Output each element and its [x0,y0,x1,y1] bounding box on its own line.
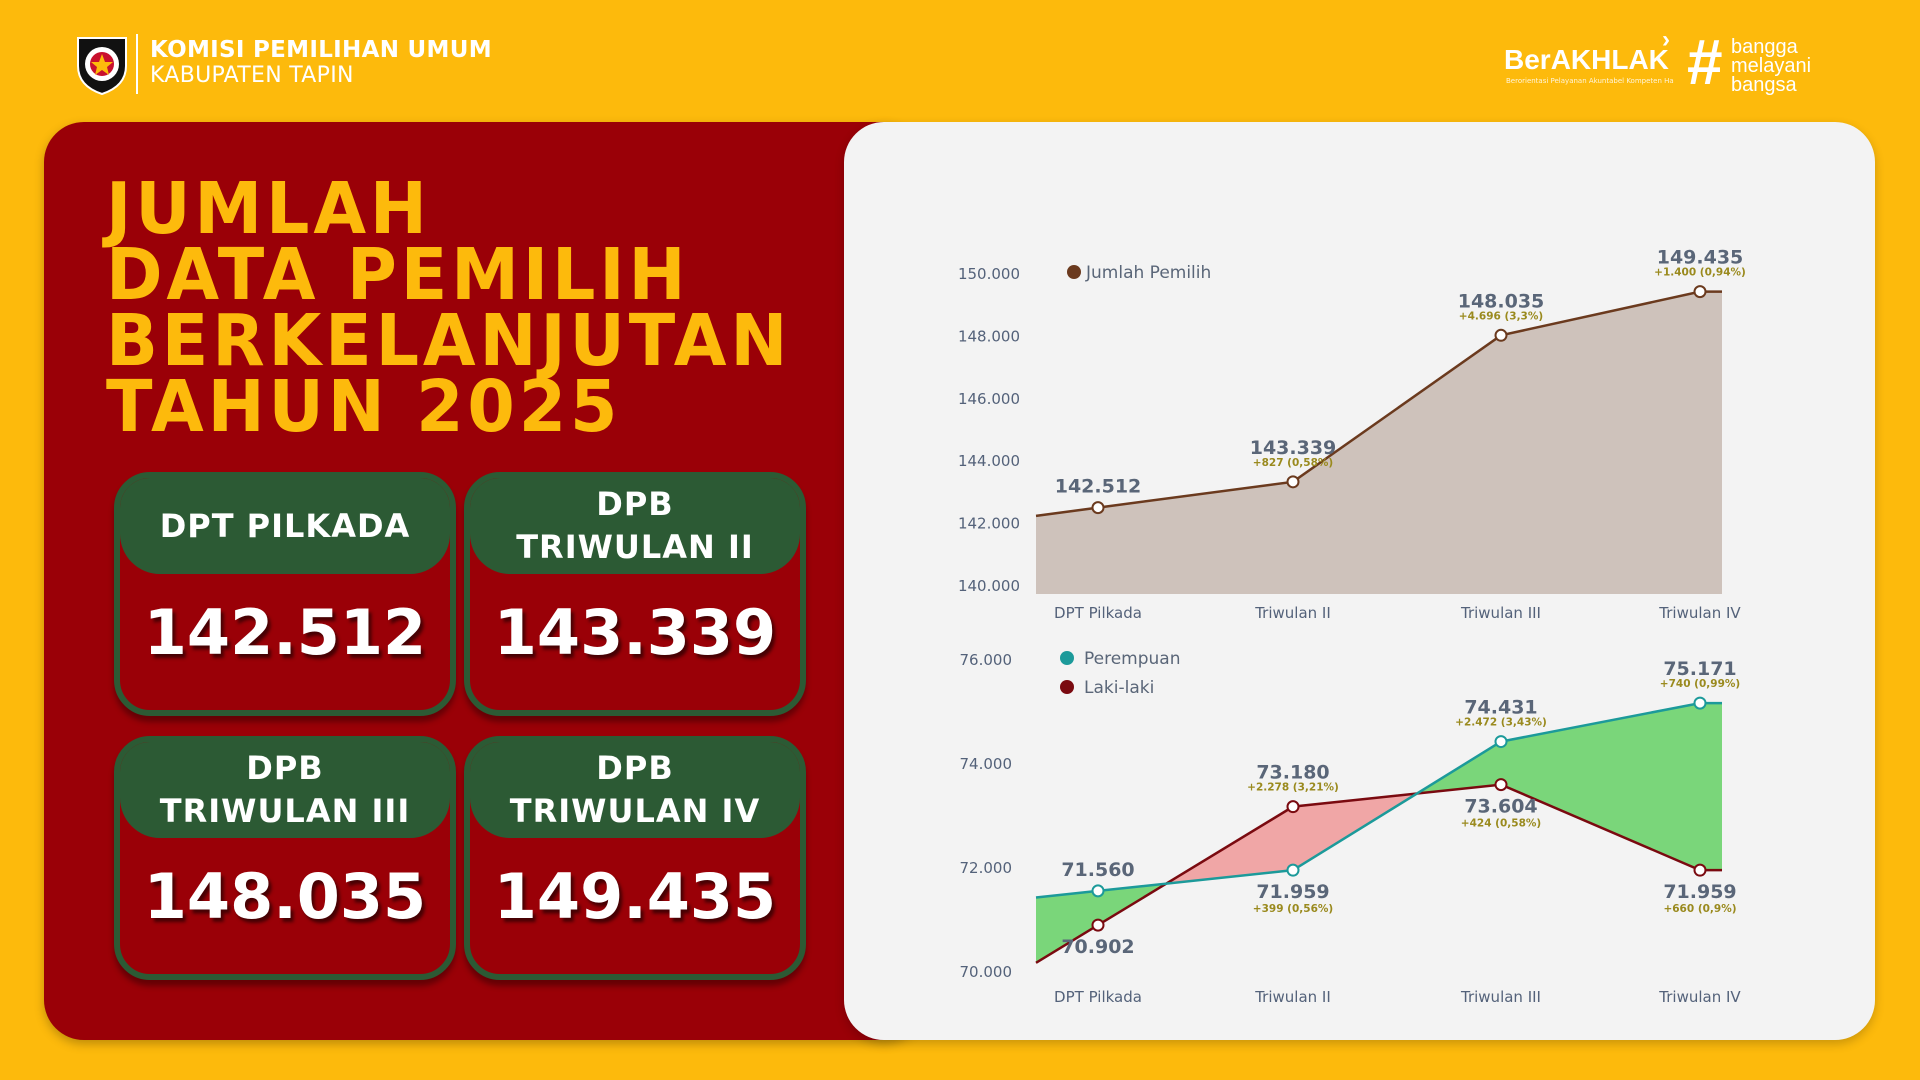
card-dpb-triwulan-iii: DPB TRIWULAN III 148.035 [114,736,456,980]
header-divider [136,34,138,94]
bangga-line: bangga [1731,36,1798,58]
card-value: 149.435 [493,860,777,933]
total-delta-label: +1.400 (0,94%) [1654,267,1746,279]
female-delta-label: +399 (0,56%) [1253,903,1333,915]
title-line: BERKELANJUTAN [106,299,792,382]
bangga-line: bangsa [1731,74,1797,96]
total-point [1693,285,1707,299]
total-point [1091,501,1105,515]
female-delta-label: +740 (0,99%) [1660,678,1740,690]
male-point [1286,800,1300,814]
y-tick-label: 74.000 [960,755,1013,773]
y-tick-label: 150.000 [958,265,1020,283]
title-line: JUMLAH [106,167,431,250]
total-delta-label: +827 (0,58%) [1253,457,1333,469]
bangga-line: melayani [1731,55,1812,77]
y-tick-label: 76.000 [960,651,1013,669]
total-area-fill [1036,291,1722,594]
total-point [1286,475,1300,489]
chart-panel: 140.000 142.000 144.000 146.000 148.000 150.0… [844,122,1875,1040]
x-tick-label: Triwulan IV [1658,988,1741,1006]
y-tick-label: 144.000 [958,452,1020,470]
total-point [1494,328,1508,342]
y-tick-label: 148.000 [958,327,1020,345]
card-label: DPB TRIWULAN III [159,749,411,830]
kpu-logo [77,37,127,96]
card-value: 148.035 [143,860,427,933]
title-line: TAHUN 2025 [106,365,622,448]
female-point [1693,696,1707,710]
card-label: DPT PILKADA [159,506,411,545]
berakhlak-tagline: Berorientasi Pelayanan Akuntabel Kompete… [1506,77,1674,85]
male-delta-label: +424 (0,58%) [1461,818,1541,830]
female-point [1286,863,1300,877]
x-tick-label: Triwulan III [1460,988,1541,1006]
title-line: DATA PEMILIH [106,233,690,316]
legend-label: Jumlah Pemilih [1085,263,1211,283]
legend-label: Perempuan [1084,649,1181,669]
male-point [1091,918,1105,932]
female-value-label: 75.171 [1663,658,1736,680]
card-value: 142.512 [143,596,427,669]
y-tick-label: 142.000 [958,515,1020,533]
legend-marker [1060,680,1074,694]
legend-marker [1060,651,1074,665]
y-tick-label: 72.000 [960,859,1013,877]
female-point [1494,735,1508,749]
card-value: 143.339 [493,596,777,669]
male-point [1693,863,1707,877]
male-value-label: 73.180 [1256,762,1329,784]
gap-fill [1036,890,1098,963]
total-value-label: 148.035 [1458,290,1545,312]
page-title: JUMLAH DATA PEMILIH BERKELANJUTAN TAHUN … [106,167,820,448]
legend-label: Laki-laki [1084,678,1154,698]
male-delta-label: +2.278 (3,21%) [1247,782,1339,794]
org-sub: KABUPATEN TAPIN [150,63,354,88]
hashtag-icon: # [1687,26,1723,98]
female-point [1091,884,1105,898]
berakhlak-logo-text: BerAKHLAK [1504,44,1669,75]
total-delta-label: +4.696 (3,3%) [1459,310,1543,322]
x-tick-label: DPT Pilkada [1054,988,1142,1006]
x-tick-label: Triwulan II [1254,988,1331,1006]
male-delta-label: +660 (0,9%) [1663,903,1736,915]
x-tick-label: Triwulan II [1254,604,1331,622]
card-dpb-triwulan-iv: DPB TRIWULAN IV 149.435 [464,736,806,980]
x-tick-label: Triwulan IV [1658,604,1741,622]
gap-fill [1098,883,1167,926]
chevron-right-icon: › [1662,26,1670,53]
male-value-label: 70.902 [1061,936,1134,958]
female-delta-label: +2.472 (3,43%) [1455,717,1547,729]
female-value-label: 71.959 [1256,881,1329,903]
y-tick-label: 146.000 [958,390,1020,408]
y-tick-label: 140.000 [958,577,1020,595]
y-tick-label: 70.000 [960,963,1013,981]
total-value-label: 149.435 [1657,247,1744,269]
male-point [1494,778,1508,792]
gap-fill [1501,703,1700,871]
male-value-label: 71.959 [1663,881,1736,903]
x-tick-label: Triwulan III [1460,604,1541,622]
x-tick-label: DPT Pilkada [1054,604,1142,622]
card-label: DPB TRIWULAN IV [509,749,761,830]
female-value-label: 71.560 [1061,859,1134,881]
female-value-label: 74.431 [1464,697,1537,719]
card-dpb-triwulan-ii: DPB TRIWULAN II 143.339 [464,472,806,716]
org-name: KOMISI PEMILIHAN UMUM [150,37,492,63]
gap-fill [1700,703,1722,871]
card-dpt-pilkada: DPT PILKADA 142.512 [114,472,456,716]
card-label: DPB TRIWULAN II [516,485,754,566]
legend-marker [1067,265,1081,279]
total-value-label: 142.512 [1055,476,1142,498]
total-value-label: 143.339 [1250,437,1337,459]
male-value-label: 73.604 [1464,796,1537,818]
charts-svg: 140.000 142.000 144.000 146.000 148.000 150.0… [958,247,1746,1006]
